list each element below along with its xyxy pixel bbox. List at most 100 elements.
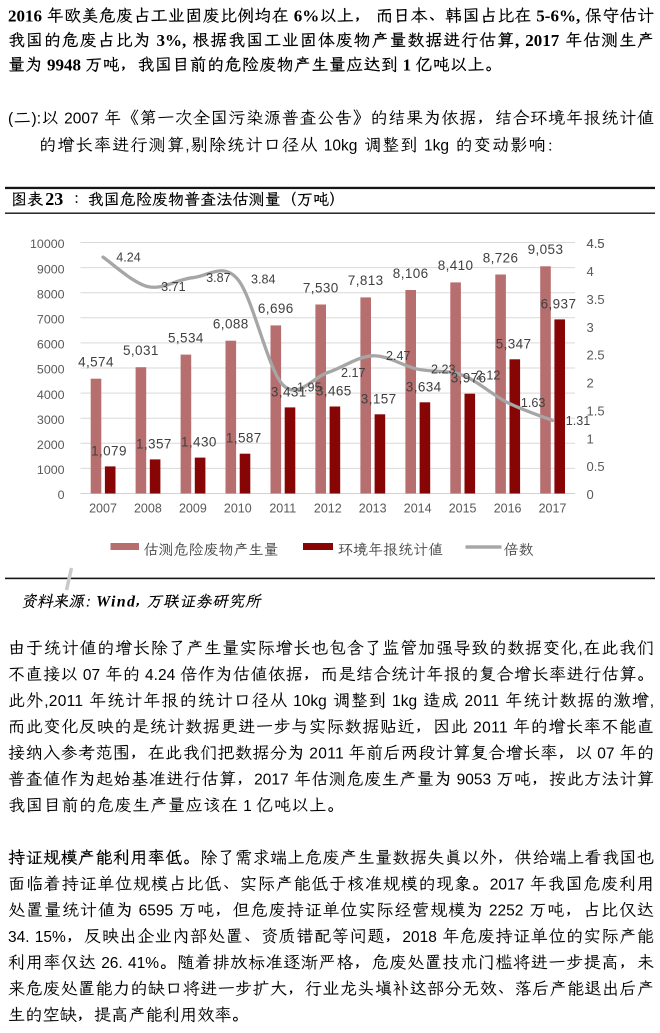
- svg-text:3,431: 3,431: [271, 384, 307, 399]
- svg-text:3,157: 3,157: [361, 391, 397, 406]
- svg-text:2252: 2252: [489, 903, 524, 920]
- svg-text:7,813: 7,813: [348, 273, 384, 288]
- svg-text:1kg: 1kg: [424, 138, 449, 155]
- svg-text:2000: 2000: [37, 438, 65, 452]
- svg-text:2018: 2018: [402, 929, 437, 946]
- svg-text:2007: 2007: [64, 111, 99, 128]
- svg-text:3.87: 3.87: [206, 271, 231, 285]
- svg-text:10000: 10000: [30, 237, 65, 251]
- svg-text:1kg: 1kg: [392, 693, 417, 710]
- svg-text:0: 0: [58, 488, 65, 502]
- svg-text:34.: 34.: [8, 929, 30, 946]
- svg-text:5000: 5000: [37, 363, 65, 377]
- svg-text:07: 07: [597, 746, 614, 763]
- svg-text:2: 2: [587, 376, 594, 391]
- svg-text:1: 1: [587, 431, 594, 446]
- svg-text:,2011: ,2011: [44, 693, 83, 710]
- svg-text:2.5: 2.5: [587, 348, 605, 363]
- svg-text:,: ,: [185, 138, 189, 155]
- svg-text:8,726: 8,726: [483, 250, 519, 265]
- svg-text:2008: 2008: [134, 502, 162, 516]
- svg-text:0.5: 0.5: [587, 459, 605, 474]
- svg-text:3000: 3000: [37, 413, 65, 427]
- svg-text:15%: 15%: [35, 929, 66, 946]
- svg-text:8,106: 8,106: [393, 266, 429, 281]
- svg-text:2007: 2007: [89, 502, 117, 516]
- svg-text:2011: 2011: [465, 693, 500, 710]
- svg-text:,: ,: [650, 693, 654, 710]
- svg-text:2014: 2014: [404, 502, 432, 516]
- svg-text:10kg: 10kg: [324, 138, 358, 155]
- svg-text:9000: 9000: [37, 262, 65, 276]
- svg-text:23: 23: [45, 189, 63, 209]
- svg-text:8000: 8000: [37, 287, 65, 301]
- svg-text:2016: 2016: [494, 502, 522, 516]
- svg-text:2.47: 2.47: [386, 349, 411, 363]
- svg-text:4000: 4000: [37, 388, 65, 402]
- svg-text:2.23: 2.23: [431, 363, 456, 377]
- svg-text:6%: 6%: [294, 6, 320, 25]
- svg-text:2016: 2016: [8, 6, 42, 25]
- svg-text:5,534: 5,534: [168, 330, 204, 345]
- svg-text:6,937: 6,937: [541, 296, 577, 311]
- svg-text:9948: 9948: [47, 55, 81, 74]
- svg-text:5-6%,: 5-6%,: [536, 6, 580, 25]
- svg-text:4.5: 4.5: [587, 236, 605, 251]
- svg-text:2017: 2017: [525, 31, 560, 50]
- svg-text:26.: 26.: [101, 955, 123, 972]
- svg-text:7000: 7000: [37, 313, 65, 327]
- svg-text:2013: 2013: [359, 502, 387, 516]
- svg-text:1,587: 1,587: [226, 431, 262, 446]
- svg-text:2010: 2010: [224, 502, 252, 516]
- svg-text:Wind: Wind: [96, 594, 136, 611]
- svg-text:(: (: [8, 111, 14, 128]
- svg-text:6,696: 6,696: [258, 301, 294, 316]
- svg-text:2017: 2017: [254, 772, 289, 789]
- svg-text:1: 1: [403, 55, 412, 74]
- svg-text:2012: 2012: [314, 502, 342, 516]
- svg-text:4: 4: [587, 264, 594, 279]
- svg-text:9,053: 9,053: [528, 242, 564, 257]
- svg-text:3,976: 3,976: [451, 371, 487, 386]
- svg-text:2009: 2009: [179, 502, 207, 516]
- svg-text:3%,: 3%,: [157, 31, 187, 50]
- svg-text:,: ,: [578, 641, 582, 658]
- svg-text:4.5: 4.5: [587, 236, 605, 251]
- svg-text:4.24: 4.24: [116, 250, 141, 264]
- svg-text:6,088: 6,088: [213, 317, 249, 332]
- svg-text:10kg: 10kg: [293, 693, 327, 710]
- svg-text:1,079: 1,079: [91, 443, 127, 458]
- svg-text:6595: 6595: [139, 903, 174, 920]
- svg-text:2017: 2017: [490, 877, 525, 894]
- svg-text:1.95: 1.95: [297, 380, 322, 394]
- svg-text:1,357: 1,357: [136, 436, 172, 451]
- svg-text:3.5: 3.5: [587, 292, 605, 307]
- svg-text:2.17: 2.17: [341, 366, 366, 380]
- svg-text:4.24: 4.24: [145, 667, 176, 684]
- svg-text:2015: 2015: [449, 502, 477, 516]
- svg-text:3,465: 3,465: [316, 384, 352, 399]
- svg-text:3: 3: [587, 320, 594, 335]
- svg-text:1: 1: [243, 798, 252, 815]
- svg-text:1.31: 1.31: [566, 414, 591, 428]
- svg-text:4,574: 4,574: [78, 355, 114, 370]
- svg-text:8,410: 8,410: [438, 258, 474, 273]
- svg-text:1.5: 1.5: [587, 404, 605, 419]
- svg-text:1000: 1000: [37, 463, 65, 477]
- svg-text:5,031: 5,031: [123, 343, 159, 358]
- svg-text:,: ,: [515, 31, 519, 50]
- svg-text:3,634: 3,634: [406, 379, 442, 394]
- svg-text:2011: 2011: [309, 746, 344, 763]
- svg-text:2011: 2011: [473, 719, 508, 736]
- svg-text:2.12: 2.12: [476, 369, 501, 383]
- svg-text:6000: 6000: [37, 338, 65, 352]
- svg-text:9053: 9053: [457, 772, 492, 789]
- svg-text:7,530: 7,530: [303, 280, 339, 295]
- svg-text:3.71: 3.71: [161, 280, 186, 294]
- svg-text:5,347: 5,347: [496, 336, 532, 351]
- svg-text:07: 07: [83, 667, 100, 684]
- svg-text:41%: 41%: [128, 955, 159, 972]
- svg-text:1,430: 1,430: [181, 435, 217, 450]
- svg-text:3.84: 3.84: [251, 273, 276, 287]
- svg-text:0: 0: [587, 487, 594, 502]
